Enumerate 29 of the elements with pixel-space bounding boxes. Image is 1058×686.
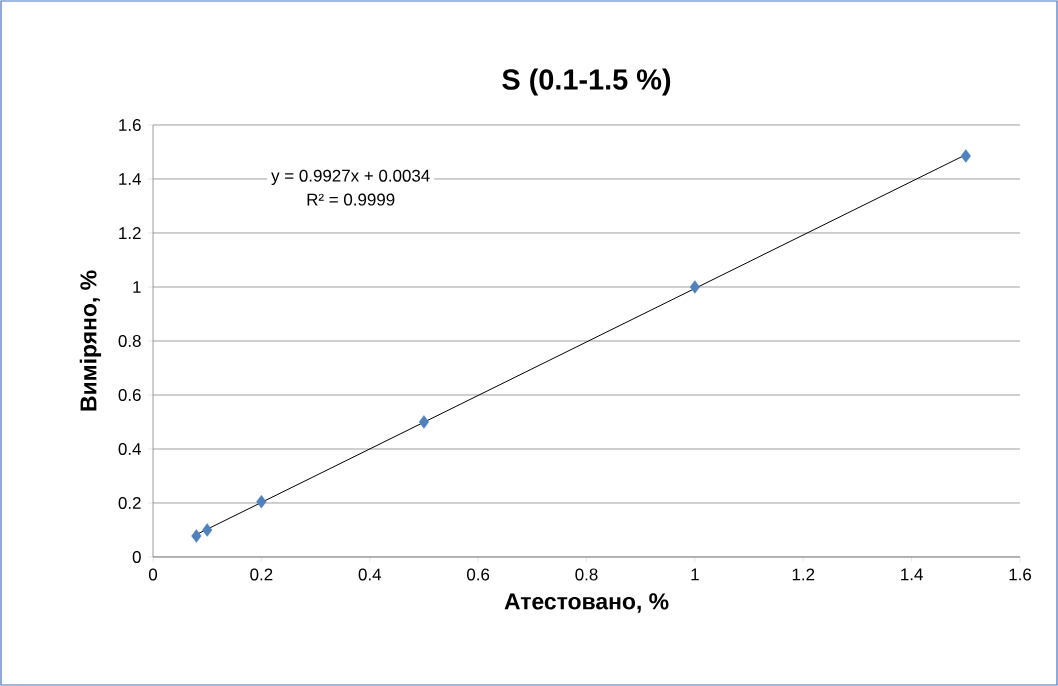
point: [256, 494, 267, 509]
y-tick-label: 1.4: [119, 173, 141, 185]
point: [960, 149, 971, 163]
x-tick-label: 0.4: [358, 568, 382, 581]
y-tick-label: 0.4: [118, 442, 141, 455]
y-tick-label: 0.2: [118, 496, 141, 509]
point: [689, 280, 700, 294]
point: [418, 415, 430, 429]
y-tick-label: 1.2: [119, 227, 141, 239]
point: [191, 529, 202, 543]
y-tick-label: 0: [132, 550, 141, 563]
y-tick-label: 0.6: [118, 388, 141, 401]
x-tick-label: 0.8: [575, 568, 598, 581]
annotation: y = 0.9927x + 0.0034: [271, 169, 430, 186]
x-tick-label: 0.2: [250, 568, 273, 581]
x-tick-label: 0.6: [467, 568, 490, 581]
x-tick-label: 1: [691, 568, 699, 581]
y-tick-label: 1.6: [119, 118, 141, 131]
y-axis-title: Виміряно, %: [79, 270, 102, 411]
chart-title: S (0.1-1.5 %): [502, 68, 671, 96]
y-tick-label: 0.8: [118, 334, 141, 347]
x-tick-label: 1.6: [1009, 568, 1032, 581]
x-axis-title: Атестовано, %: [504, 593, 669, 613]
point: [202, 523, 213, 537]
annotation: R² = 0.9999: [307, 193, 395, 206]
y-tick-label: 1: [133, 281, 141, 293]
x-tick-label: 1.4: [901, 568, 923, 581]
x-tick-label: 1.2: [792, 568, 815, 581]
x-tick-label: 0: [148, 568, 158, 581]
